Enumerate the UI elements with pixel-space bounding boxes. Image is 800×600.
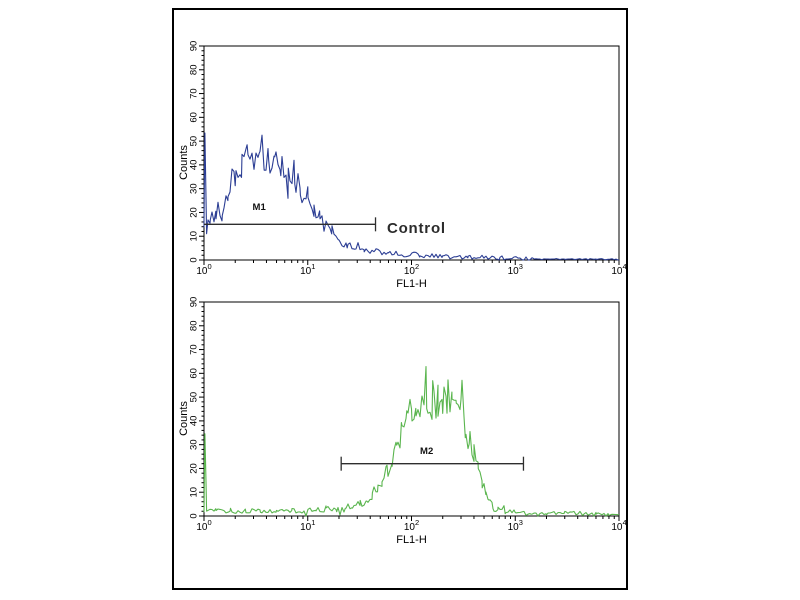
gate-label: M2	[420, 446, 433, 457]
x-tick-label: 101	[300, 262, 315, 277]
y-tick-label: 90	[188, 41, 199, 52]
antibody-stained-histogram-curve	[203, 366, 620, 517]
x-axis-title: FL1-H	[396, 534, 427, 546]
control-histogram-curve	[203, 132, 620, 261]
top-histogram-plot: 0 10 20 30 40 50 60 70 80 90 Counts 100 101 102 103 104…	[178, 41, 627, 290]
y-tick-label: 90	[188, 297, 199, 308]
y-tick-label: 60	[188, 112, 199, 123]
y-tick-label: 20	[188, 463, 199, 474]
y-tick-label: 60	[188, 368, 199, 379]
x-tick-label: 103	[508, 518, 523, 533]
m2-gate-marker: M2	[340, 446, 525, 471]
bottom-histogram-plot: 0 10 20 30 40 50 60 70 80 90 Counts 100 101 102 103 104…	[178, 297, 627, 546]
gate-label: M1	[253, 202, 267, 213]
y-axis: 0 10 20 30 40 50 60 70 80 90 Counts	[178, 297, 204, 519]
x-axis: 100 101 102 103 104 FL1-H	[196, 516, 627, 546]
y-tick-label: 0	[188, 257, 199, 262]
m1-gate-marker: M1	[204, 202, 377, 232]
x-tick-label: 102	[404, 518, 419, 533]
y-tick-label: 10	[188, 231, 199, 242]
x-axis-title: FL1-H	[396, 278, 427, 290]
y-tick-label: 0	[188, 513, 199, 518]
x-tick-label: 103	[508, 262, 523, 277]
y-tick-label: 70	[188, 344, 199, 355]
figure-frame: 0 10 20 30 40 50 60 70 80 90 Counts 100 101 102 103 104…	[172, 8, 628, 590]
y-axis: 0 10 20 30 40 50 60 70 80 90 Counts	[178, 41, 204, 263]
x-tick-label: 104	[611, 262, 626, 277]
y-tick-label: 30	[188, 439, 199, 450]
y-tick-label: 30	[188, 183, 199, 194]
y-tick-label: 50	[188, 392, 199, 403]
y-tick-label: 10	[188, 487, 199, 498]
y-axis-title: Counts	[178, 145, 190, 180]
y-tick-label: 50	[188, 136, 199, 147]
y-tick-label: 20	[188, 207, 199, 218]
annotation-label: Control	[387, 220, 446, 237]
y-tick-label: 70	[188, 88, 199, 99]
y-tick-label: 40	[188, 160, 199, 171]
y-tick-label: 80	[188, 320, 199, 331]
x-tick-label: 104	[611, 518, 626, 533]
x-tick-label: 100	[196, 262, 211, 277]
y-tick-label: 40	[188, 416, 199, 427]
y-tick-label: 80	[188, 64, 199, 75]
x-tick-label: 101	[300, 518, 315, 533]
y-axis-title: Counts	[178, 401, 190, 436]
x-tick-label: 102	[404, 262, 419, 277]
x-axis: 100 101 102 103 104 FL1-H	[196, 260, 627, 290]
x-tick-label: 100	[196, 518, 211, 533]
